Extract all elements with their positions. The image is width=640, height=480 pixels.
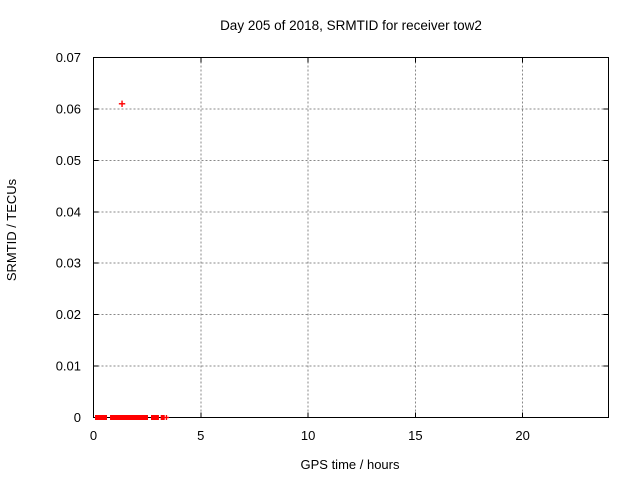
x-tick-label: 10 (301, 428, 315, 443)
y-tick-label: 0.02 (56, 307, 81, 322)
plot-border (93, 57, 609, 418)
y-tick-label: 0 (74, 410, 81, 425)
y-axis-label: SRMTID / TECUs (4, 178, 19, 281)
chart-title: Day 205 of 2018, SRMTID for receiver tow… (220, 18, 482, 33)
y-tick-label: 0.01 (56, 359, 81, 374)
y-tick-label: 0.04 (56, 204, 81, 219)
x-tick-label: 20 (515, 428, 529, 443)
y-tick-label: 0.06 (56, 101, 81, 116)
tick-label-layer: 0 5 10 15 20 0 0.01 0.02 0.03 0.04 0.05 0.06 0.07 (56, 50, 530, 443)
y-tick-label: 0.03 (56, 256, 81, 271)
x-tick-label: 0 (90, 428, 97, 443)
x-tick-label: 5 (197, 428, 204, 443)
y-tick-label: 0.07 (56, 50, 81, 65)
x-axis-label: GPS time / hours (301, 457, 400, 472)
tick-layer (93, 57, 609, 418)
x-tick-label: 15 (408, 428, 422, 443)
data-layer (95, 100, 169, 420)
grid-layer (93, 57, 609, 418)
y-tick-label: 0.05 (56, 153, 81, 168)
